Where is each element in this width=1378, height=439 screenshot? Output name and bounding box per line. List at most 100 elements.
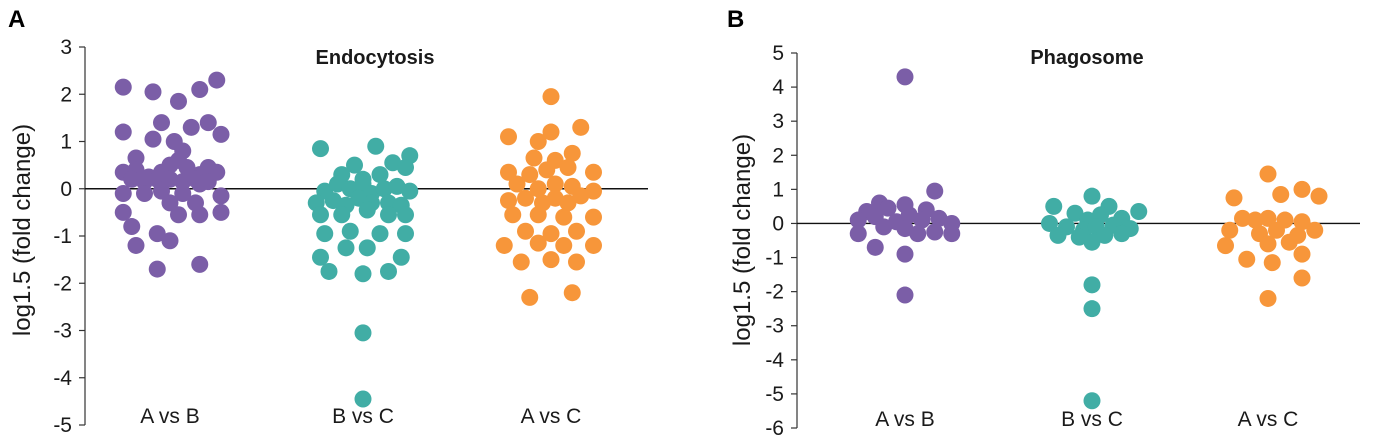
- data-point: [849, 225, 867, 243]
- data-point: [529, 133, 547, 150]
- panel-label: B: [727, 6, 744, 33]
- y-tick-label: -3: [53, 320, 72, 343]
- data-point: [337, 239, 355, 257]
- data-point: [178, 158, 196, 176]
- data-point: [312, 140, 329, 158]
- data-point: [555, 208, 573, 226]
- data-point: [191, 206, 209, 224]
- data-point: [380, 262, 397, 280]
- data-point: [926, 182, 944, 200]
- data-point: [500, 192, 517, 210]
- y-tick-label: 3: [772, 110, 784, 133]
- data-point: [1293, 213, 1311, 231]
- data-point: [542, 88, 560, 106]
- data-point: [875, 218, 893, 236]
- data-point: [191, 81, 209, 99]
- data-point: [1066, 204, 1084, 222]
- y-tick-label: 5: [772, 42, 784, 65]
- data-point: [1083, 276, 1101, 294]
- data-point: [350, 189, 368, 207]
- data-point: [546, 189, 564, 207]
- data-point: [1217, 237, 1234, 255]
- data-point: [1130, 203, 1148, 221]
- data-point: [943, 225, 961, 243]
- data-point: [585, 236, 602, 254]
- data-point: [1280, 233, 1298, 251]
- data-point: [380, 194, 397, 212]
- data-point: [312, 206, 329, 224]
- data-point: [1306, 221, 1324, 239]
- data-point: [161, 170, 179, 188]
- data-point: [127, 236, 145, 254]
- data-point: [1070, 228, 1088, 246]
- data-point: [341, 222, 359, 240]
- data-point: [542, 123, 560, 141]
- data-point: [114, 203, 132, 221]
- y-tick-label: 1: [772, 178, 784, 201]
- data-point: [529, 180, 547, 198]
- data-point: [1293, 180, 1311, 198]
- data-point: [1293, 245, 1311, 263]
- panel-a: A Endocytosis log1.5 (fold change) 3 2 1 0 -1 -2…: [8, 6, 648, 437]
- data-point: [1310, 187, 1328, 205]
- data-point: [212, 187, 230, 205]
- data-point: [182, 118, 200, 136]
- data-point: [585, 163, 602, 181]
- data-point: [161, 194, 179, 212]
- data-point: [1246, 211, 1264, 229]
- data-point: [1268, 221, 1285, 239]
- data-point: [896, 68, 914, 86]
- data-point: [397, 225, 414, 243]
- data-point: [521, 166, 539, 184]
- data-point: [568, 253, 585, 271]
- data-point: [542, 225, 560, 243]
- data-point: [1263, 254, 1281, 272]
- data-point: [148, 225, 166, 243]
- panel-label: A: [8, 6, 25, 33]
- data-point: [559, 158, 577, 176]
- y-tick-label: 1: [60, 131, 72, 154]
- data-point: [555, 236, 573, 254]
- data-point: [572, 187, 590, 205]
- y-tick-label: -6: [765, 417, 784, 439]
- data-point: [866, 238, 884, 256]
- y-tick-label: -3: [765, 315, 784, 338]
- data-point: [879, 199, 897, 217]
- data-point: [320, 262, 338, 280]
- data-point: [212, 125, 230, 143]
- data-point: [1083, 187, 1101, 205]
- data-point: [1293, 269, 1311, 287]
- data-point: [1238, 250, 1256, 268]
- series-b-vs-c: [1041, 187, 1148, 410]
- chart-title: Endocytosis: [316, 47, 435, 69]
- data-point: [1259, 165, 1277, 183]
- data-point: [375, 180, 393, 198]
- data-point: [354, 390, 372, 408]
- data-point: [1083, 392, 1101, 410]
- data-point: [324, 192, 342, 210]
- data-point: [529, 234, 547, 252]
- data-point: [500, 163, 517, 181]
- data-point: [170, 206, 187, 224]
- data-point: [316, 225, 334, 243]
- data-point: [1041, 214, 1058, 232]
- data-point: [849, 211, 867, 229]
- data-point: [380, 206, 397, 224]
- data-point: [1096, 226, 1114, 244]
- data-point: [114, 184, 132, 202]
- data-point: [367, 137, 385, 155]
- data-point: [199, 114, 217, 132]
- y-tick-label: 3: [60, 36, 72, 59]
- data-point: [1272, 185, 1290, 203]
- panel-b: B Phagosome log1.5 (fold change) 5 4 3 2 1 0 -1 -2…: [727, 6, 1360, 439]
- data-point: [1234, 209, 1251, 227]
- data-point: [123, 170, 141, 188]
- data-point: [517, 189, 534, 207]
- data-point: [358, 201, 376, 219]
- data-point: [114, 123, 132, 141]
- data-point: [495, 236, 513, 254]
- data-point: [563, 284, 581, 302]
- data-point: [1221, 221, 1239, 239]
- category-label: A vs C: [521, 405, 582, 428]
